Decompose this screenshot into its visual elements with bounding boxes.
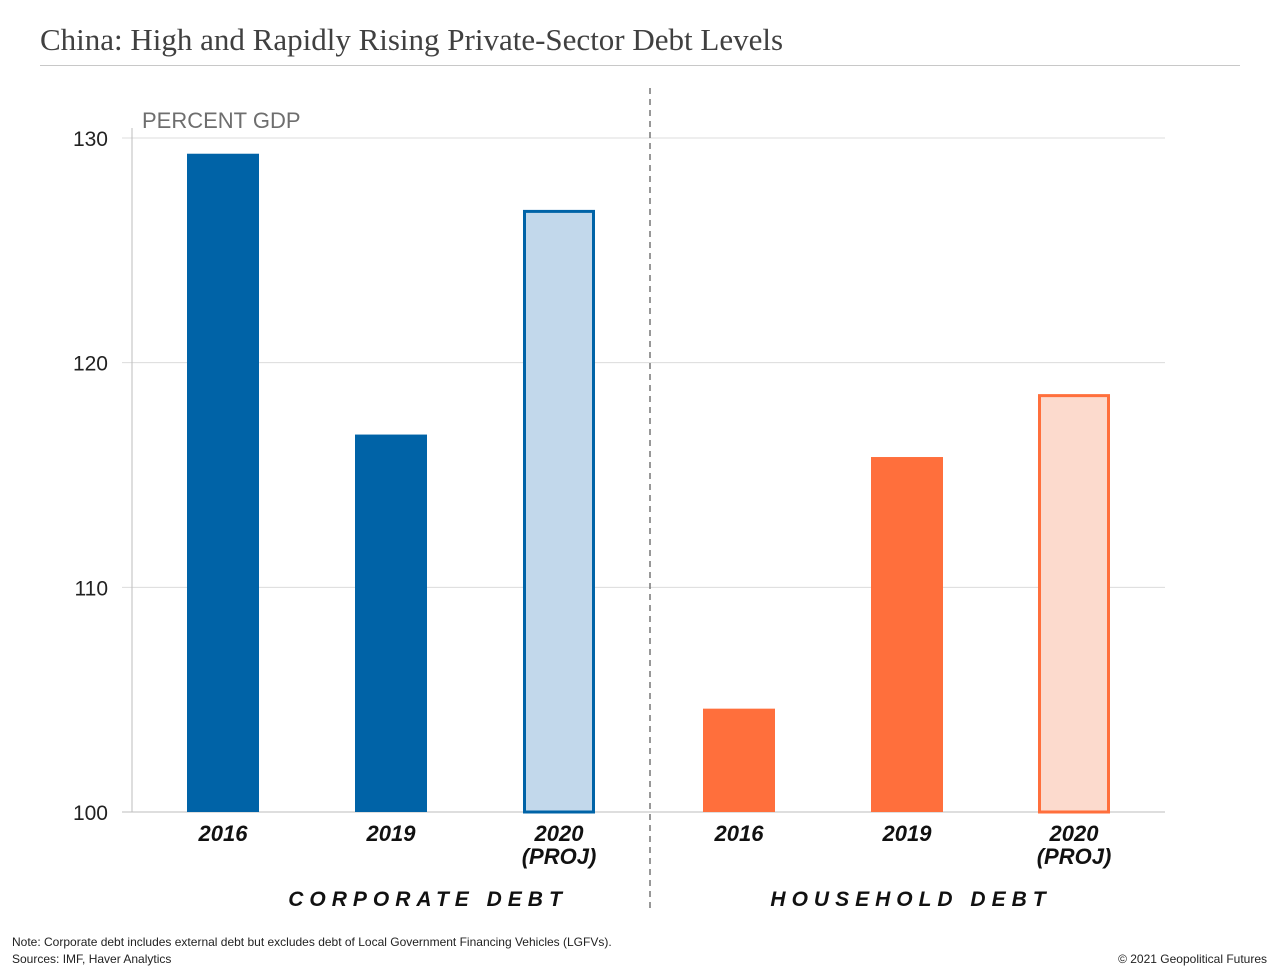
y-tick-label: 130 [73,128,108,151]
group-label: HOUSEHOLD DEBT [770,888,1051,911]
y-tick-label: 110 [75,577,108,600]
footnote: Note: Corporate debt includes external d… [12,935,612,949]
chart-title: China: High and Rapidly Rising Private-S… [40,22,784,57]
x-tick-label: 2020 [1049,821,1100,846]
copyright: © 2021 Geopolitical Futures [1118,952,1267,966]
title-divider [40,65,1240,66]
bar [187,153,259,812]
bar [871,457,943,812]
y-tick-label: 120 [73,353,108,376]
x-tick-label: 2020 [534,821,585,846]
bar [355,434,427,812]
group-label: CORPORATE DEBT [288,888,568,911]
x-tick-label: (PROJ) [522,844,597,869]
x-tick-label: (PROJ) [1037,844,1112,869]
bar [703,708,775,812]
bar-projected [1038,394,1110,814]
y-tick-label: 100 [73,802,108,825]
x-tick-label: 2019 [366,821,417,846]
x-tick-label: 2016 [714,821,765,846]
y-axis-label: PERCENT GDP [142,108,301,133]
x-tick-label: 2016 [198,821,249,846]
x-tick-label: 2019 [882,821,933,846]
sources: Sources: IMF, Haver Analytics [12,952,172,966]
bar-projected [523,209,595,814]
